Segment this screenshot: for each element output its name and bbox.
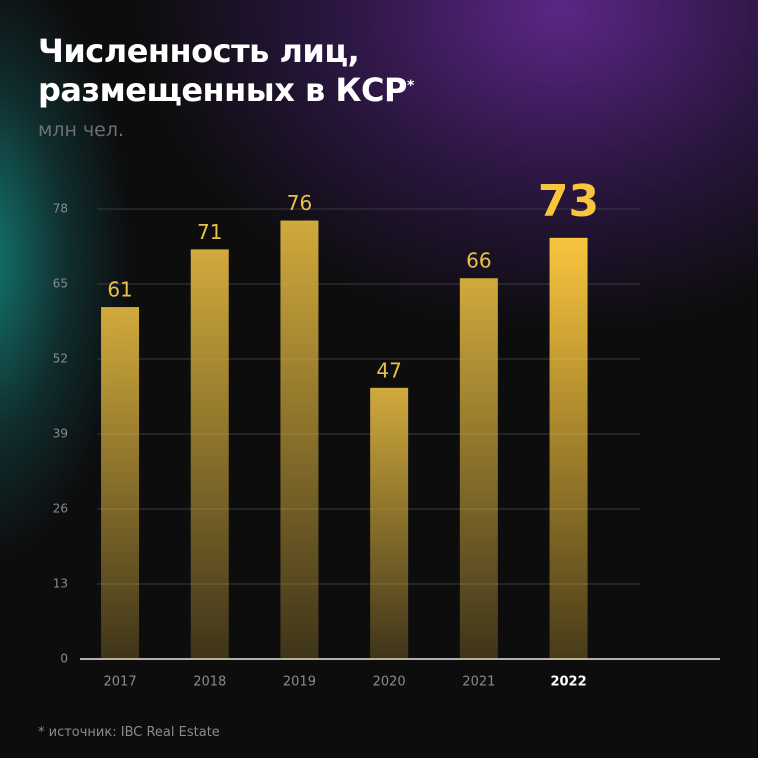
y-tick-label: 39 xyxy=(53,427,68,441)
bar xyxy=(280,220,319,660)
bar xyxy=(370,387,409,659)
title-line: размещенных в КСР* xyxy=(38,71,414,110)
title-mark: * xyxy=(406,78,414,94)
title-text: размещенных в КСР xyxy=(38,71,407,109)
value-label: 71 xyxy=(197,220,222,244)
x-tick-label: 2021 xyxy=(462,675,495,690)
bar xyxy=(190,249,229,659)
y-tick-label: 26 xyxy=(53,502,68,516)
y-tick-label: 0 xyxy=(60,652,68,666)
x-tick-label: 2019 xyxy=(283,675,316,690)
title: Численность лиц, размещенных в КСР* xyxy=(38,32,414,110)
value-label: 66 xyxy=(466,249,491,273)
value-label: 47 xyxy=(376,358,401,382)
y-tick-label: 78 xyxy=(53,202,68,216)
bar xyxy=(459,278,498,659)
x-tick-label: 2017 xyxy=(104,675,137,690)
x-tick-label: 2020 xyxy=(373,675,406,690)
value-label: 76 xyxy=(287,191,312,215)
value-label: 73 xyxy=(538,176,599,227)
y-tick-label: 13 xyxy=(53,577,68,591)
bar xyxy=(549,237,588,659)
y-tick-label: 52 xyxy=(53,352,68,366)
title-line: Численность лиц, xyxy=(38,32,360,70)
y-tick-label: 65 xyxy=(53,277,68,291)
subtitle: млн чел. xyxy=(38,119,125,141)
bar xyxy=(101,307,140,659)
x-tick-label: 2022 xyxy=(550,675,586,690)
x-tick-label: 2018 xyxy=(193,675,226,690)
footnote: * источник: IBC Real Estate xyxy=(38,725,220,740)
value-label: 61 xyxy=(107,278,132,302)
